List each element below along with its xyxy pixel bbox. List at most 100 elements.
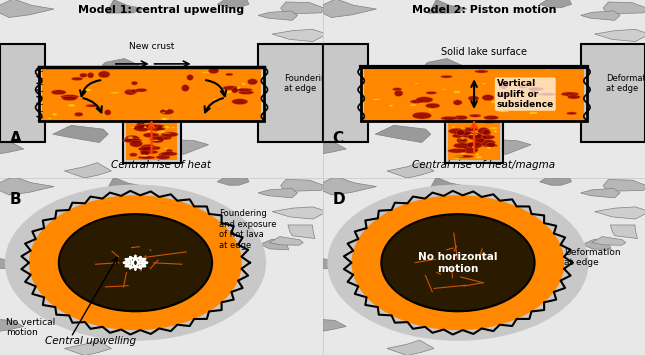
Polygon shape: [603, 180, 645, 191]
Ellipse shape: [130, 140, 143, 147]
Ellipse shape: [72, 77, 83, 81]
Ellipse shape: [225, 86, 241, 90]
Ellipse shape: [482, 130, 491, 135]
Ellipse shape: [546, 68, 550, 70]
Ellipse shape: [58, 95, 76, 99]
Ellipse shape: [181, 84, 189, 92]
Ellipse shape: [468, 96, 479, 101]
Ellipse shape: [163, 118, 166, 120]
Polygon shape: [148, 139, 208, 154]
Ellipse shape: [228, 73, 235, 76]
Ellipse shape: [458, 119, 465, 122]
Ellipse shape: [392, 88, 402, 91]
Ellipse shape: [48, 90, 63, 95]
Ellipse shape: [135, 88, 147, 92]
Ellipse shape: [244, 83, 248, 85]
Ellipse shape: [156, 155, 170, 159]
Ellipse shape: [103, 110, 110, 115]
Polygon shape: [161, 98, 175, 104]
Ellipse shape: [481, 120, 497, 123]
Ellipse shape: [150, 136, 164, 143]
FancyBboxPatch shape: [258, 44, 322, 142]
Polygon shape: [540, 175, 571, 185]
Polygon shape: [425, 59, 462, 72]
Ellipse shape: [131, 81, 137, 85]
Polygon shape: [0, 80, 14, 92]
Ellipse shape: [426, 103, 440, 108]
Ellipse shape: [499, 83, 508, 89]
Ellipse shape: [546, 68, 550, 70]
Ellipse shape: [528, 87, 544, 91]
Ellipse shape: [143, 155, 148, 156]
Ellipse shape: [72, 112, 81, 116]
Ellipse shape: [410, 100, 422, 103]
Ellipse shape: [162, 112, 166, 113]
Ellipse shape: [426, 103, 440, 108]
Ellipse shape: [481, 144, 498, 147]
Ellipse shape: [410, 100, 422, 103]
Polygon shape: [592, 236, 626, 245]
Ellipse shape: [487, 147, 491, 149]
Polygon shape: [260, 62, 289, 72]
Ellipse shape: [441, 116, 457, 120]
Text: C: C: [332, 131, 343, 146]
Polygon shape: [301, 80, 337, 92]
Ellipse shape: [192, 68, 195, 69]
Ellipse shape: [482, 83, 487, 84]
Ellipse shape: [454, 115, 468, 120]
Ellipse shape: [475, 156, 482, 158]
Ellipse shape: [130, 89, 138, 93]
Ellipse shape: [50, 113, 54, 115]
Ellipse shape: [147, 131, 152, 132]
Text: Foundering
at edge: Foundering at edge: [284, 74, 332, 93]
Ellipse shape: [239, 91, 253, 94]
Polygon shape: [106, 177, 144, 191]
Ellipse shape: [232, 99, 248, 105]
Polygon shape: [64, 163, 112, 178]
Ellipse shape: [160, 152, 177, 156]
Ellipse shape: [125, 135, 139, 142]
Polygon shape: [610, 225, 637, 239]
Ellipse shape: [390, 105, 393, 107]
Ellipse shape: [168, 120, 174, 123]
Ellipse shape: [87, 72, 94, 78]
Ellipse shape: [135, 88, 147, 92]
Ellipse shape: [428, 109, 432, 111]
Polygon shape: [258, 11, 297, 20]
Ellipse shape: [455, 155, 474, 158]
Ellipse shape: [448, 128, 465, 134]
Ellipse shape: [373, 99, 381, 100]
Ellipse shape: [59, 96, 75, 100]
Polygon shape: [510, 99, 561, 114]
Ellipse shape: [461, 127, 466, 130]
Ellipse shape: [415, 83, 419, 84]
Ellipse shape: [104, 110, 111, 115]
Text: A: A: [10, 131, 21, 146]
Ellipse shape: [134, 125, 151, 131]
Ellipse shape: [80, 89, 90, 91]
Text: Solid lake surface: Solid lake surface: [441, 47, 527, 57]
Ellipse shape: [98, 71, 110, 78]
Polygon shape: [540, 0, 571, 8]
Polygon shape: [425, 236, 462, 249]
Ellipse shape: [497, 110, 504, 111]
Ellipse shape: [110, 92, 119, 93]
Polygon shape: [375, 125, 431, 142]
Ellipse shape: [156, 126, 163, 132]
Ellipse shape: [248, 79, 257, 85]
Polygon shape: [288, 225, 315, 239]
Ellipse shape: [394, 90, 403, 97]
Ellipse shape: [453, 143, 471, 148]
Ellipse shape: [410, 104, 417, 106]
Ellipse shape: [164, 108, 169, 110]
Polygon shape: [375, 303, 431, 320]
Ellipse shape: [475, 70, 488, 73]
Ellipse shape: [484, 115, 499, 120]
Ellipse shape: [45, 118, 48, 119]
Polygon shape: [270, 236, 303, 245]
Ellipse shape: [529, 112, 538, 114]
Polygon shape: [106, 0, 144, 13]
Ellipse shape: [161, 118, 169, 120]
Ellipse shape: [215, 99, 223, 101]
Ellipse shape: [491, 101, 496, 103]
